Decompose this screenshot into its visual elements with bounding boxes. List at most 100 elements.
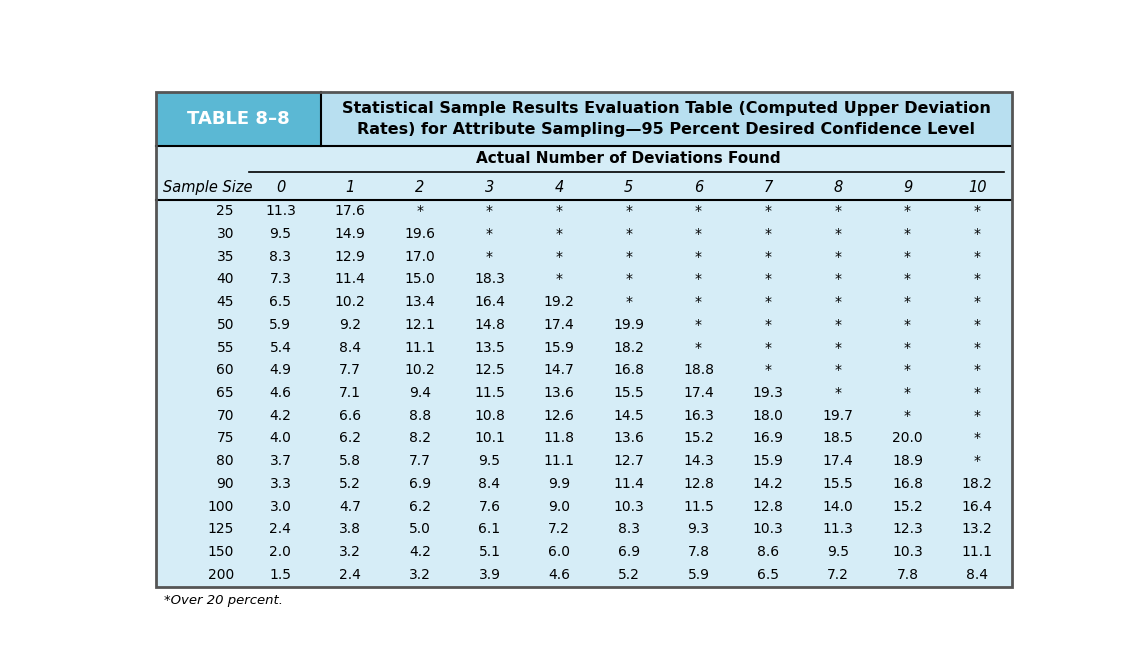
Text: *: *: [486, 250, 492, 264]
Text: 4.9: 4.9: [269, 364, 292, 378]
Text: 11.5: 11.5: [683, 500, 714, 513]
Text: 10.8: 10.8: [474, 409, 505, 423]
Text: *: *: [904, 409, 911, 423]
Text: *: *: [974, 272, 980, 286]
Text: *: *: [486, 227, 492, 241]
Text: 18.9: 18.9: [891, 454, 923, 468]
Text: 12.7: 12.7: [613, 454, 644, 468]
Text: 7.8: 7.8: [687, 545, 709, 559]
Text: 3.3: 3.3: [269, 477, 292, 491]
Text: 7.2: 7.2: [548, 522, 570, 536]
Text: TABLE 8–8: TABLE 8–8: [187, 110, 290, 128]
Text: *: *: [626, 227, 633, 241]
Text: 9.3: 9.3: [687, 522, 709, 536]
Text: 14.5: 14.5: [613, 409, 644, 423]
Text: *: *: [626, 204, 633, 218]
Text: 11.1: 11.1: [405, 341, 435, 355]
Text: 4.6: 4.6: [548, 568, 570, 582]
Text: 6.1: 6.1: [479, 522, 500, 536]
Text: 10.3: 10.3: [613, 500, 644, 513]
Text: *: *: [904, 386, 911, 400]
Text: 11.4: 11.4: [613, 477, 644, 491]
Text: 7.8: 7.8: [896, 568, 919, 582]
Text: *: *: [974, 409, 980, 423]
Text: *: *: [695, 295, 702, 309]
Text: *: *: [765, 272, 772, 286]
Text: *: *: [695, 204, 702, 218]
Text: *: *: [834, 341, 841, 355]
Text: 2.4: 2.4: [269, 522, 292, 536]
Text: 15.5: 15.5: [822, 477, 853, 491]
Text: 6.9: 6.9: [409, 477, 431, 491]
Text: *: *: [765, 318, 772, 332]
Text: 16.4: 16.4: [962, 500, 993, 513]
Text: *: *: [974, 431, 980, 446]
Text: 7.2: 7.2: [826, 568, 849, 582]
Text: 70: 70: [217, 409, 234, 423]
Text: 2: 2: [415, 180, 424, 195]
Text: 35: 35: [217, 250, 234, 264]
Text: *: *: [765, 341, 772, 355]
Text: 12.9: 12.9: [335, 250, 366, 264]
Text: 13.6: 13.6: [613, 431, 644, 446]
Text: 50: 50: [217, 318, 234, 332]
Text: *: *: [555, 204, 563, 218]
Text: 0: 0: [276, 180, 285, 195]
Text: 3: 3: [484, 180, 494, 195]
Text: 10.2: 10.2: [335, 295, 366, 309]
Text: 2.4: 2.4: [340, 568, 361, 582]
Text: *: *: [626, 272, 633, 286]
Text: 12.8: 12.8: [683, 477, 714, 491]
Text: 100: 100: [207, 500, 234, 513]
Text: 18.2: 18.2: [962, 477, 993, 491]
Text: 15.2: 15.2: [893, 500, 923, 513]
Text: *: *: [974, 386, 980, 400]
Text: 20.0: 20.0: [893, 431, 923, 446]
Text: 6.9: 6.9: [618, 545, 640, 559]
Text: 11.1: 11.1: [544, 454, 575, 468]
Text: 15.9: 15.9: [544, 341, 575, 355]
Text: *: *: [765, 227, 772, 241]
Text: *: *: [974, 295, 980, 309]
Text: 16.8: 16.8: [891, 477, 923, 491]
Text: 2.0: 2.0: [269, 545, 292, 559]
Text: *: *: [695, 250, 702, 264]
Text: 3.8: 3.8: [339, 522, 361, 536]
Text: 5.0: 5.0: [409, 522, 431, 536]
Text: *: *: [974, 250, 980, 264]
Text: 15.2: 15.2: [683, 431, 714, 446]
Text: 8.2: 8.2: [409, 431, 431, 446]
Text: 14.2: 14.2: [752, 477, 783, 491]
Text: *: *: [555, 272, 563, 286]
Text: 3.9: 3.9: [479, 568, 500, 582]
Text: *: *: [416, 204, 423, 218]
Text: 18.2: 18.2: [613, 341, 644, 355]
Text: 7.6: 7.6: [479, 500, 500, 513]
Text: 6.5: 6.5: [269, 295, 292, 309]
Text: 1: 1: [345, 180, 355, 195]
Text: *: *: [834, 272, 841, 286]
Text: 55: 55: [217, 341, 234, 355]
Text: *: *: [904, 272, 911, 286]
Text: 9.2: 9.2: [339, 318, 361, 332]
Text: 9.5: 9.5: [269, 227, 292, 241]
Text: 8.4: 8.4: [479, 477, 500, 491]
Text: *: *: [834, 364, 841, 378]
Text: 17.4: 17.4: [544, 318, 575, 332]
Text: 200: 200: [207, 568, 234, 582]
Text: 5.1: 5.1: [479, 545, 500, 559]
Text: 6.6: 6.6: [339, 409, 361, 423]
Text: 9.0: 9.0: [548, 500, 570, 513]
Text: 90: 90: [217, 477, 234, 491]
Text: *: *: [974, 204, 980, 218]
Text: *: *: [486, 204, 492, 218]
Text: 7.1: 7.1: [339, 386, 361, 400]
Text: 16.4: 16.4: [474, 295, 505, 309]
Text: 10: 10: [968, 180, 986, 195]
Text: 25: 25: [217, 204, 234, 218]
Text: 45: 45: [217, 295, 234, 309]
Text: 14.0: 14.0: [822, 500, 853, 513]
Text: 5: 5: [625, 180, 634, 195]
Text: 11.1: 11.1: [962, 545, 993, 559]
Text: 5.2: 5.2: [340, 477, 361, 491]
